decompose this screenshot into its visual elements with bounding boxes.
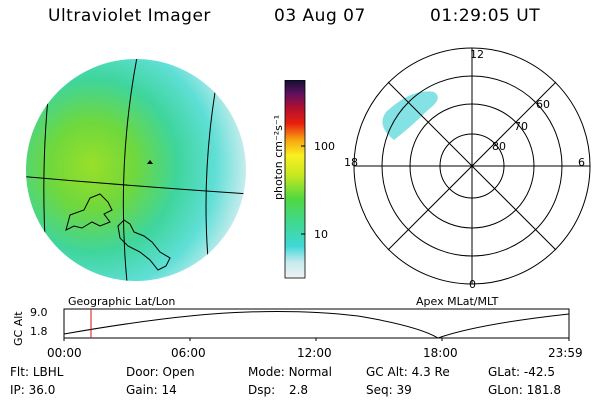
mlt-line-diag bbox=[387, 81, 557, 251]
info-door: Door: Open bbox=[126, 365, 195, 379]
timeline-ytick-high: 9.0 bbox=[30, 306, 48, 319]
info-dsp: Dsp: 2.8 bbox=[248, 383, 309, 397]
info-seq: Seq: 39 bbox=[366, 383, 412, 397]
parallel-line bbox=[26, 175, 246, 195]
subsolar-marker bbox=[147, 160, 153, 164]
mlt-label-0: 0 bbox=[469, 278, 476, 291]
coastline bbox=[65, 193, 113, 231]
meridian-line bbox=[122, 59, 139, 281]
info-mode: Mode: Normal bbox=[248, 365, 332, 379]
timeline-ylabel: GC Alt bbox=[12, 311, 25, 346]
mlat-label-80: 80 bbox=[492, 140, 506, 153]
time-tick-18: 18:00 bbox=[423, 346, 458, 360]
earth-disk bbox=[26, 59, 246, 281]
time-label: 01:29:05 UT bbox=[430, 6, 541, 26]
info-ip: IP: 36.0 bbox=[10, 383, 56, 397]
timeline-ytick-low: 1.8 bbox=[30, 325, 48, 338]
polar-plot bbox=[353, 47, 591, 285]
instrument-title: Ultraviolet Imager bbox=[48, 6, 211, 26]
colorbar-tick-100: 100 bbox=[314, 140, 335, 153]
aurora-patch bbox=[382, 91, 438, 140]
time-tick-end: 23:59 bbox=[548, 346, 583, 360]
mlat-label-60: 60 bbox=[536, 98, 550, 111]
right-panel-label: Apex MLat/MLT bbox=[416, 295, 499, 308]
time-tick-6: 06:00 bbox=[171, 346, 206, 360]
mlat-label-70: 70 bbox=[514, 120, 528, 133]
mlt-label-6: 6 bbox=[578, 156, 585, 169]
time-tick-0: 00:00 bbox=[47, 346, 82, 360]
orbit-timeline bbox=[63, 308, 570, 341]
left-panel-label: Geographic Lat/Lon bbox=[68, 295, 176, 308]
time-tick-12: 12:00 bbox=[297, 346, 332, 360]
colorbar bbox=[284, 80, 306, 279]
altitude-curve bbox=[63, 311, 570, 339]
timeline-frame bbox=[63, 308, 570, 339]
info-flt: Flt: LBHL bbox=[10, 365, 64, 379]
info-gain: Gain: 14 bbox=[126, 383, 177, 397]
date-label: 03 Aug 07 bbox=[274, 6, 366, 26]
info-glon: GLon: 181.8 bbox=[488, 383, 561, 397]
info-glat: GLat: -42.5 bbox=[488, 365, 555, 379]
mlt-label-12: 12 bbox=[470, 48, 484, 61]
colorbar-unit-label: photon cm⁻²s⁻¹ bbox=[272, 114, 285, 200]
info-gc-alt: GC Alt: 4.3 Re bbox=[366, 365, 450, 379]
geographic-image bbox=[26, 59, 246, 281]
colorbar-tick-10: 10 bbox=[314, 228, 328, 241]
coastline bbox=[117, 219, 171, 271]
mlt-label-18: 18 bbox=[344, 156, 358, 169]
colorbar-fill bbox=[284, 80, 306, 279]
